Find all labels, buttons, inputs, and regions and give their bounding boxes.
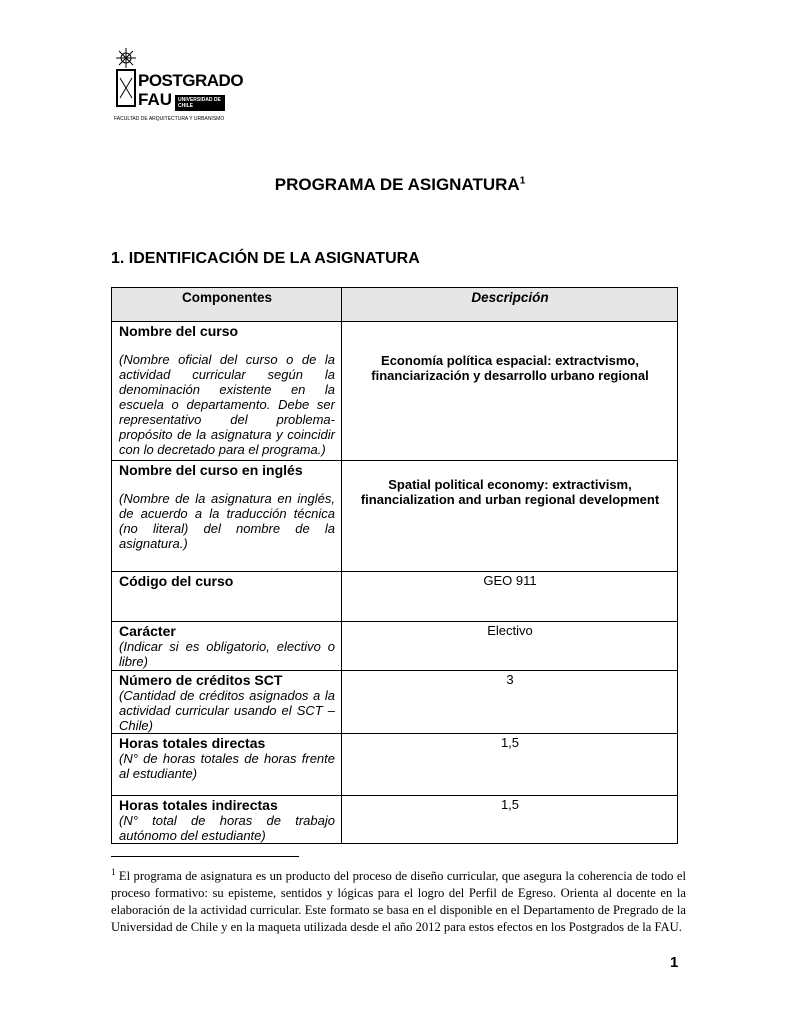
row-value: 1,5 (500, 735, 520, 750)
header-componentes: Componentes (111, 287, 342, 322)
row-label: Horas totales directas (119, 735, 266, 751)
table-row: Nombre del curso (Nombre oficial del curs… (111, 321, 678, 461)
header-descripcion: Descripción (341, 287, 678, 322)
row-label: Horas totales indirectas (119, 797, 278, 813)
table-row: Nombre del curso en inglés (Nombre de la … (111, 460, 678, 572)
row-hint: (N° de horas totales de horas frente al … (119, 751, 335, 781)
section-heading: 1. IDENTIFICACIÓN DE LA ASIGNATURA (111, 250, 420, 267)
row-hint: (N° total de horas de trabajo autónomo d… (119, 813, 335, 843)
row-value: Electivo (487, 623, 533, 638)
logo-faculty: FACULTAD DE ARQUITECTURA Y URBANISMO (114, 116, 225, 122)
row-hint: (Nombre oficial del curso o de la activi… (119, 352, 335, 457)
row-hint: (Indicar si es obligatorio, electivo o l… (119, 639, 335, 669)
page-number: 1 (670, 954, 679, 971)
logo-sub: FAU (138, 90, 172, 109)
row-label: Nombre del curso (119, 323, 239, 339)
row-label: Carácter (119, 623, 176, 639)
table-row: Número de créditos SCT (Cantidad de crédi… (111, 670, 678, 734)
footnote: 1 El programa de asignatura es un produc… (111, 867, 686, 935)
row-label: Número de créditos SCT (119, 672, 283, 688)
row-label: Código del curso (119, 573, 234, 589)
row-value: 1,5 (500, 797, 520, 812)
table-header: Componentes Descripción (111, 287, 678, 322)
row-value: 3 (506, 672, 514, 687)
row-label: Nombre del curso en inglés (119, 462, 303, 478)
row-value: Economía política espacial: extractvismo… (371, 353, 649, 383)
logo-university: UNIVERSIDAD DE CHILE (175, 95, 225, 111)
table-row: Código del curso GEO 911 (111, 571, 678, 622)
page-title: PROGRAMA DE ASIGNATURA1 (274, 175, 526, 194)
row-value: GEO 911 (483, 573, 537, 588)
table-row: Carácter (Indicar si es obligatorio, elec… (111, 621, 678, 671)
row-hint: (Nombre de la asignatura en inglés, de a… (119, 491, 335, 551)
table-row: Horas totales indirectas (N° total de hor… (111, 795, 678, 844)
table-row: Horas totales directas (N° de horas total… (111, 733, 678, 796)
identification-table: Componentes Descripción Nombre del curso… (111, 287, 678, 844)
footnote-ref: 1 (519, 175, 526, 187)
university-seal-icon (116, 48, 136, 107)
row-hint: (Cantidad de créditos asignados a la act… (119, 688, 335, 733)
postgrado-fau-logo: POSTGRADO FAU UNIVERSIDAD DE CHILE FACUL… (108, 44, 244, 128)
row-value: Spatial political economy: extractivism,… (360, 477, 660, 507)
footnote-divider (111, 856, 299, 857)
logo-name: POSTGRADO (138, 71, 244, 90)
